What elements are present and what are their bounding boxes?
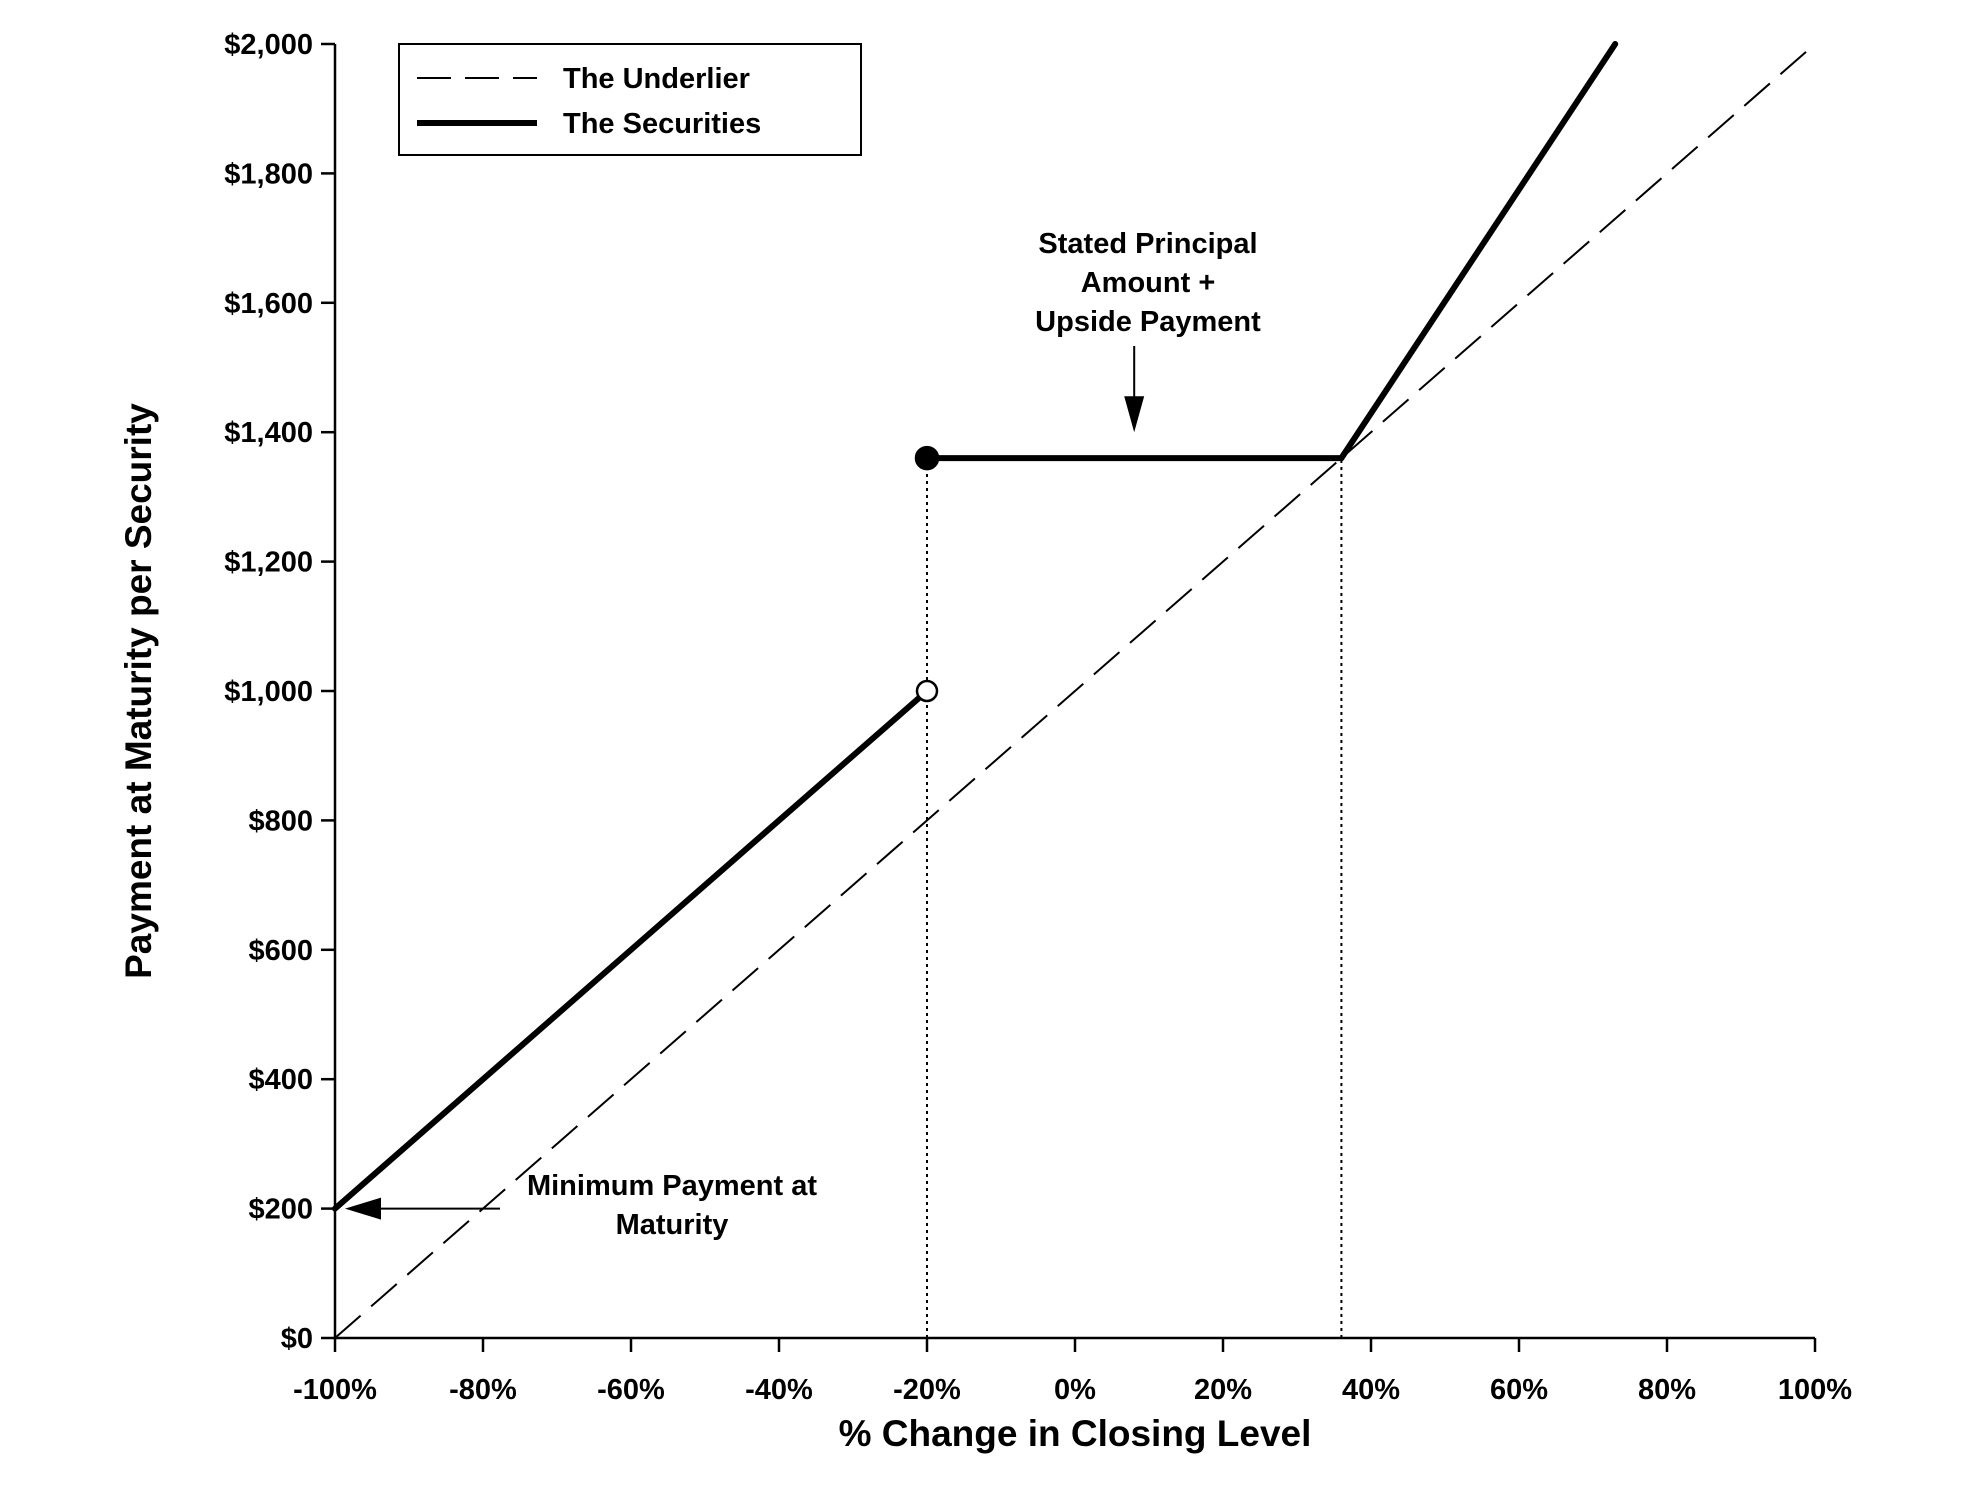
y-tick-label: $1,000 — [224, 676, 313, 708]
filled-endpoint-marker — [914, 445, 940, 471]
y-tick-label: $600 — [248, 935, 313, 967]
annotation-upside-text: Upside Payment — [1035, 306, 1261, 338]
x-tick-label: -60% — [597, 1374, 665, 1406]
securities-segment-3 — [1338, 41, 1619, 462]
x-tick-label: -100% — [293, 1374, 377, 1406]
y-axis-ticks: $0 $200 $400 $600 $800 $1,000 $1,200 $1,400 $1,6… — [224, 29, 335, 1355]
x-tick-label: 0% — [1054, 1374, 1096, 1406]
y-tick-label: $1,800 — [224, 158, 313, 190]
y-tick-label: $800 — [248, 805, 313, 837]
x-tick-label: -40% — [745, 1374, 813, 1406]
annotation-minimum-text: Maturity — [616, 1209, 729, 1241]
y-tick-label: $1,600 — [224, 288, 313, 320]
x-tick-label: 20% — [1194, 1374, 1252, 1406]
y-tick-label: $2,000 — [224, 29, 313, 61]
underlier-line — [334, 43, 1816, 1339]
y-tick-label: $0 — [281, 1323, 313, 1355]
x-tick-label: 60% — [1490, 1374, 1548, 1406]
x-tick-label: 100% — [1778, 1374, 1852, 1406]
annotations: Stated Principal Amount + Upside Payment Mi… — [345, 228, 1261, 1241]
annotation-upside-arrow-head — [1124, 396, 1145, 433]
x-axis-ticks: -100% -80% -60% -40% -20% 0% 20% 40% 60% 80% 100% — [293, 1338, 1852, 1406]
x-tick-label: 40% — [1342, 1374, 1400, 1406]
y-tick-label: $1,400 — [224, 417, 313, 449]
y-axis-title: Payment at Maturity per Security — [118, 403, 159, 979]
annotation-upside-text: Amount + — [1081, 267, 1216, 299]
y-tick-label: $400 — [248, 1064, 313, 1096]
legend-label-underlier: The Underlier — [563, 63, 750, 95]
annotation-minimum-arrow-head — [345, 1197, 381, 1220]
plot-area — [332, 41, 1816, 1339]
open-endpoint-marker — [915, 679, 939, 703]
legend: The Underlier The Securities — [398, 43, 862, 156]
legend-box — [398, 43, 862, 156]
x-tick-label: -80% — [449, 1374, 517, 1406]
x-tick-label: 80% — [1638, 1374, 1696, 1406]
x-axis-title: % Change in Closing Level — [839, 1413, 1312, 1454]
annotation-upside-text: Stated Principal — [1038, 228, 1257, 260]
y-tick-label: $200 — [248, 1194, 313, 1226]
legend-label-securities: The Securities — [563, 108, 761, 140]
axes: -100% -80% -60% -40% -20% 0% 20% 40% 60% 80% 100% … — [224, 29, 1852, 1406]
y-tick-label: $1,200 — [224, 547, 313, 579]
annotation-minimum-text: Minimum Payment at — [527, 1170, 817, 1202]
securities-segment-1 — [332, 688, 930, 1212]
x-tick-label: -20% — [893, 1374, 961, 1406]
